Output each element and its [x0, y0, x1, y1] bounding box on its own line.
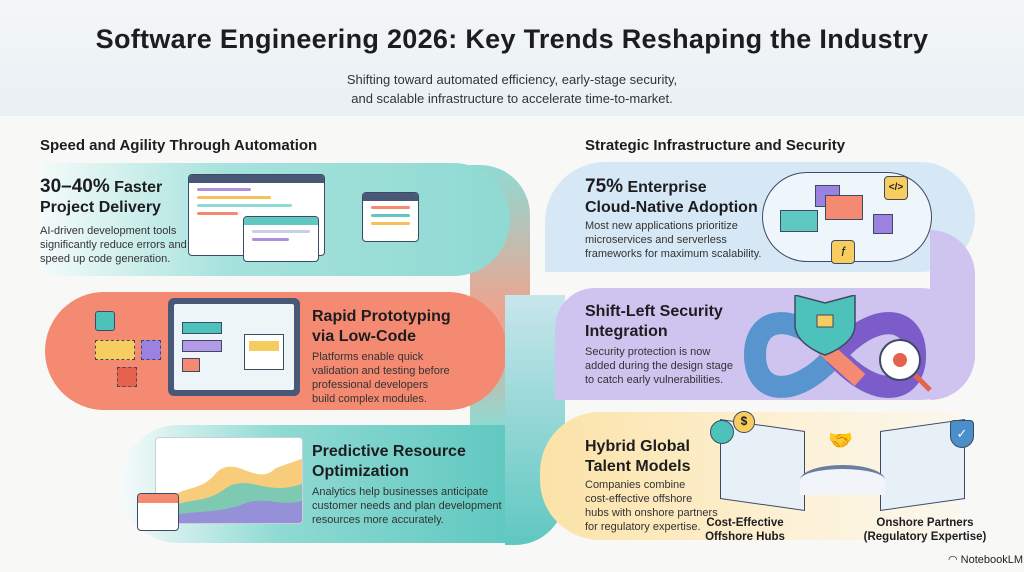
block-icon [95, 340, 135, 360]
card-desc: Security protection is now added during t… [585, 346, 734, 386]
offshore-label: Cost-Effective Offshore Hubs [705, 517, 785, 543]
area-chart-graphic [156, 458, 302, 523]
title-text: Faster [109, 179, 163, 196]
handshake-icon: 🤝 [828, 430, 853, 452]
section-heading-left: Speed and Agility Through Automation [40, 137, 318, 154]
container-icon [873, 214, 893, 234]
card-desc: AI-driven development tools significantly… [40, 225, 187, 265]
block-icon [95, 311, 115, 331]
subtitle-line: Shifting toward automated efficiency, ea… [346, 72, 678, 87]
section-heading-right: Strategic Infrastructure and Security [585, 137, 846, 154]
card-title: 30–40% Faster Project Delivery [40, 177, 162, 218]
code-window-illustration [362, 192, 419, 242]
notebooklm-icon: ◠ [948, 554, 961, 566]
stat: 30–40% [40, 176, 110, 197]
card-desc: Most new applications prioritize microser… [585, 220, 762, 260]
notebooklm-logo: ◠ NotebookLM [948, 553, 1023, 566]
function-icon: f [831, 240, 855, 264]
code-window-illustration [243, 216, 319, 262]
globe-icon [710, 420, 734, 444]
onshore-label: Onshore Partners (Regulatory Expertise) [863, 517, 987, 543]
page-subtitle: Shifting toward automated efficiency, ea… [0, 70, 1024, 108]
title-text: Project Delivery [40, 199, 161, 216]
container-icon [780, 210, 818, 232]
dollar-icon: $ [733, 411, 755, 433]
verified-shield-icon: ✓ [950, 420, 974, 448]
card-title: Hybrid Global Talent Models [585, 438, 691, 475]
subtitle-line: and scalable infrastructure to accelerat… [351, 91, 673, 106]
card-desc: Companies combine cost-effective offshore… [585, 479, 718, 533]
card-desc: Analytics help businesses anticipate cust… [312, 486, 502, 526]
card-title: 75% Enterprise Cloud-Native Adoption [585, 176, 758, 217]
card-title: Predictive Resource Optimization [312, 443, 466, 480]
card-title: Rapid Prototyping via Low-Code [312, 308, 451, 345]
devsecops-infinity-icon [743, 295, 932, 398]
bridge-illustration [800, 465, 885, 495]
tablet-illustration [168, 298, 300, 396]
code-icon: </> [884, 176, 908, 200]
block-icon [141, 340, 161, 360]
card-desc: Platforms enable quick validation and tes… [312, 351, 450, 405]
calendar-icon [137, 493, 179, 531]
block-icon [117, 367, 137, 387]
container-icon [825, 195, 863, 220]
analytics-chart-illustration [155, 437, 303, 524]
page-title: Software Engineering 2026: Key Trends Re… [95, 24, 929, 54]
brand-text: NotebookLM [960, 554, 1024, 566]
card-title: Shift-Left Security Integration [585, 303, 723, 340]
header-band [0, 0, 1024, 116]
